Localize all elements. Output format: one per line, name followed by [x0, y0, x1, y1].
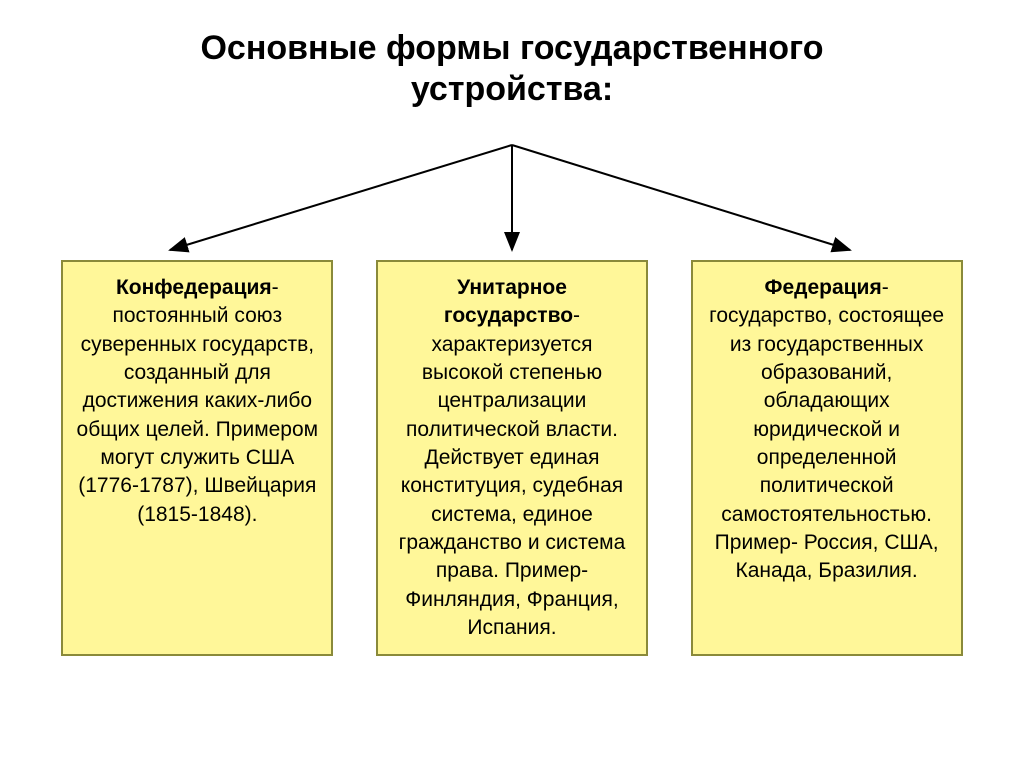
- boxes-container: Конфедерация- постоянный союз суверенных…: [0, 260, 1024, 656]
- desc-unitary: характеризуется высокой степенью централ…: [399, 333, 626, 639]
- term-unitary: Унитарное государство: [444, 276, 573, 327]
- sep-1: -: [573, 304, 580, 327]
- box-unitary: Унитарное государство- характеризуется в…: [376, 260, 648, 656]
- arrow-lines: [170, 145, 850, 250]
- desc-confederation: постоянный союз суверенных государств, с…: [77, 304, 319, 525]
- title-line-1: Основные формы государственного: [0, 28, 1024, 69]
- sep-0: -: [272, 276, 279, 299]
- term-confederation: Конфедерация: [116, 276, 272, 299]
- arrows-svg: [0, 140, 1024, 260]
- box-confederation: Конфедерация- постоянный союз суверенных…: [61, 260, 333, 656]
- box-federation: Федерация- государство, состоящее из гос…: [691, 260, 963, 656]
- desc-federation: государство, состоящее из государственны…: [709, 304, 944, 582]
- sep-2: -: [882, 276, 889, 299]
- title-line-2: устройства:: [0, 69, 1024, 110]
- diagram-title: Основные формы государственного устройст…: [0, 0, 1024, 110]
- term-federation: Федерация: [765, 276, 882, 299]
